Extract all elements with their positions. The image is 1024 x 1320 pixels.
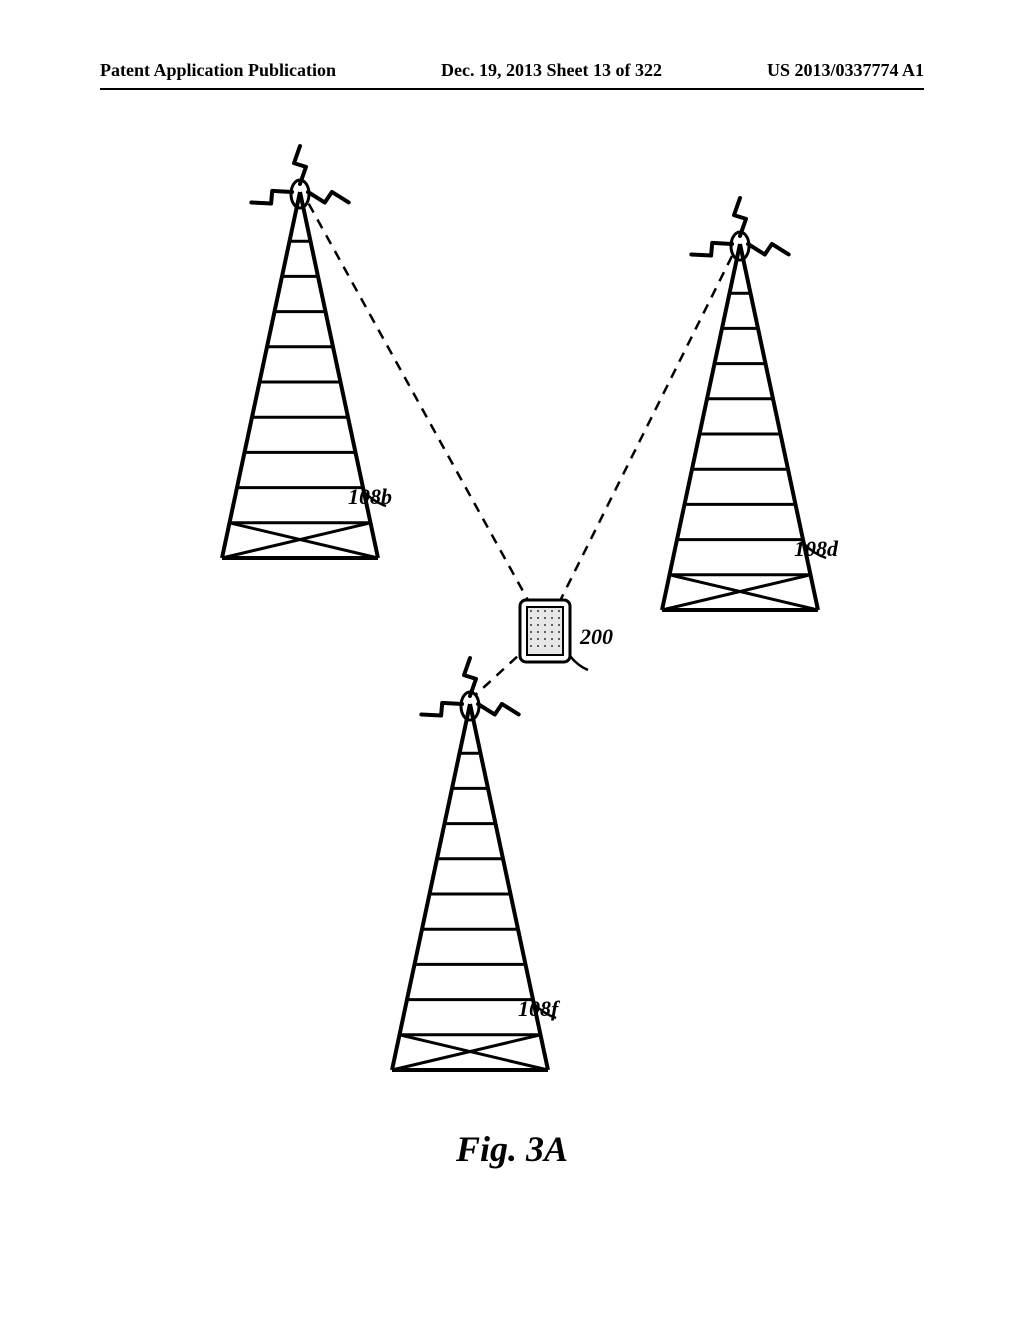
ref-label-200: 200 xyxy=(580,624,613,650)
network-diagram xyxy=(100,140,924,1260)
header-rule xyxy=(100,88,924,90)
figure-caption: Fig. 3A xyxy=(100,1128,924,1170)
ref-label-108f: 108f xyxy=(518,996,558,1022)
figure-area: 108b 108d 108f 200 Fig. 3A xyxy=(100,140,924,1260)
ref-label-108d: 108d xyxy=(794,536,838,562)
header-center: Dec. 19, 2013 Sheet 13 of 322 xyxy=(441,60,662,81)
page: Patent Application Publication Dec. 19, … xyxy=(0,0,1024,1320)
ref-label-108b: 108b xyxy=(348,484,392,510)
page-header: Patent Application Publication Dec. 19, … xyxy=(100,60,924,81)
header-right: US 2013/0337774 A1 xyxy=(767,60,924,81)
header-left: Patent Application Publication xyxy=(100,60,336,81)
